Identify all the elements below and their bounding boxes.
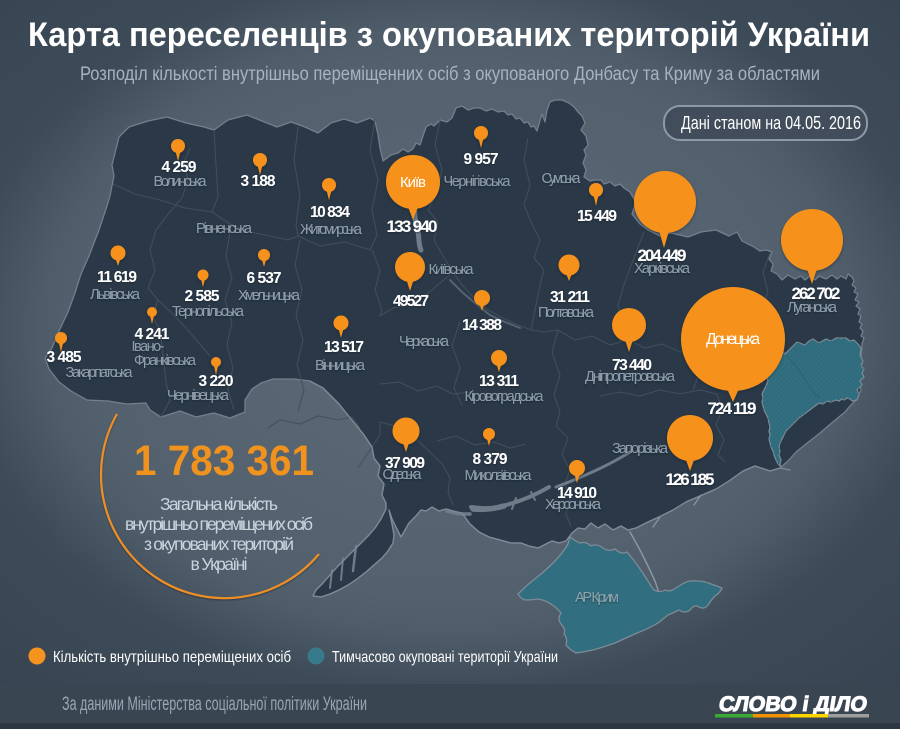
svg-text:Одеська: Одеська (383, 467, 423, 483)
svg-text:204 449: 204 449 (638, 246, 687, 265)
svg-text:724 119: 724 119 (708, 399, 757, 418)
svg-text:13 517: 13 517 (324, 339, 364, 356)
svg-text:Львівська: Львівська (90, 287, 141, 303)
svg-text:За даними Міністерства соціаль: За даними Міністерства соціальної політи… (62, 694, 367, 715)
svg-text:Полтавська: Полтавська (538, 305, 595, 321)
svg-text:6 537: 6 537 (247, 270, 282, 287)
svg-text:Житомирська: Житомирська (300, 222, 363, 238)
svg-text:262 702: 262 702 (792, 284, 841, 303)
svg-text:в Україні: в Україні (191, 554, 248, 574)
svg-text:Харківська: Харківська (634, 261, 691, 277)
svg-text:Кіровоградська: Кіровоградська (465, 389, 545, 405)
svg-text:Вінницька: Вінницька (315, 358, 366, 374)
svg-text:8 379: 8 379 (473, 451, 508, 468)
svg-text:внутрішньо переміщених осіб: внутрішньо переміщених осіб (125, 514, 313, 534)
svg-text:Дані станом на 04.05. 2016: Дані станом на 04.05. 2016 (681, 113, 861, 133)
svg-text:Хмельницька: Хмельницька (238, 288, 301, 304)
svg-text:3 188: 3 188 (241, 173, 276, 190)
svg-text:126 185: 126 185 (666, 470, 715, 489)
svg-text:Чернігівська: Чернігівська (444, 174, 512, 190)
svg-text:Миколаївська: Миколаївська (465, 468, 533, 484)
svg-text:4 241: 4 241 (135, 326, 170, 343)
svg-text:Луганська: Луганська (787, 300, 838, 316)
svg-text:37 909: 37 909 (385, 455, 425, 472)
svg-text:Загальна кількість: Загальна кількість (160, 494, 278, 514)
svg-text:49527: 49527 (393, 293, 429, 310)
svg-text:73 440: 73 440 (612, 357, 652, 374)
svg-text:3 485: 3 485 (47, 349, 82, 366)
svg-text:1 783 361: 1 783 361 (134, 437, 314, 485)
svg-text:11 619: 11 619 (97, 269, 137, 286)
svg-text:14 388: 14 388 (462, 317, 502, 334)
svg-text:Донецька: Донецька (706, 331, 760, 348)
svg-text:Тернопільська: Тернопільська (172, 304, 245, 320)
svg-text:Дніпропетровська: Дніпропетровська (585, 369, 676, 385)
svg-text:Розподіл кількості внутрішньо: Розподіл кількості внутрішньо переміщенн… (80, 64, 820, 85)
svg-text:АР Крим: АР Крим (575, 590, 619, 606)
svg-text:Тимчасово окуповані території: Тимчасово окуповані території України (332, 649, 558, 666)
svg-text:14 910: 14 910 (557, 485, 597, 502)
svg-text:з окупованих територій: з окупованих територій (144, 534, 294, 554)
svg-text:Сумська: Сумська (542, 171, 582, 187)
svg-text:Франківська: Франківська (134, 353, 197, 369)
svg-text:10 834: 10 834 (310, 204, 350, 221)
svg-text:31 211: 31 211 (550, 289, 590, 306)
svg-text:Київська: Київська (429, 262, 475, 278)
svg-text:Івано-: Івано- (132, 339, 165, 355)
svg-text:2 585: 2 585 (185, 288, 220, 305)
svg-text:Херсонська: Херсонська (545, 497, 602, 513)
svg-text:Київ: Київ (400, 174, 426, 191)
svg-text:3 220: 3 220 (199, 373, 234, 390)
svg-text:Карта переселенців з окуповани: Карта переселенців з окупованих територі… (28, 16, 870, 54)
svg-text:9 957: 9 957 (464, 151, 499, 168)
svg-text:13 311: 13 311 (479, 373, 519, 390)
svg-text:СЛОВО і ДІЛО: СЛОВО і ДІЛО (717, 693, 869, 716)
svg-text:Запорізька: Запорізька (612, 441, 669, 457)
svg-text:Волинська: Волинська (154, 174, 208, 190)
svg-text:Чернівецька: Чернівецька (167, 388, 230, 404)
svg-text:Рівненська: Рівненська (196, 221, 253, 237)
svg-text:15 449: 15 449 (577, 208, 617, 225)
svg-text:Кількість внутрішньо переміщен: Кількість внутрішньо переміщених осіб (53, 649, 291, 666)
svg-text:133 940: 133 940 (387, 217, 438, 236)
svg-text:Закарпатська: Закарпатська (66, 365, 134, 381)
svg-text:4 259: 4 259 (162, 159, 197, 176)
svg-text:Черкаська: Черкаська (399, 334, 450, 350)
